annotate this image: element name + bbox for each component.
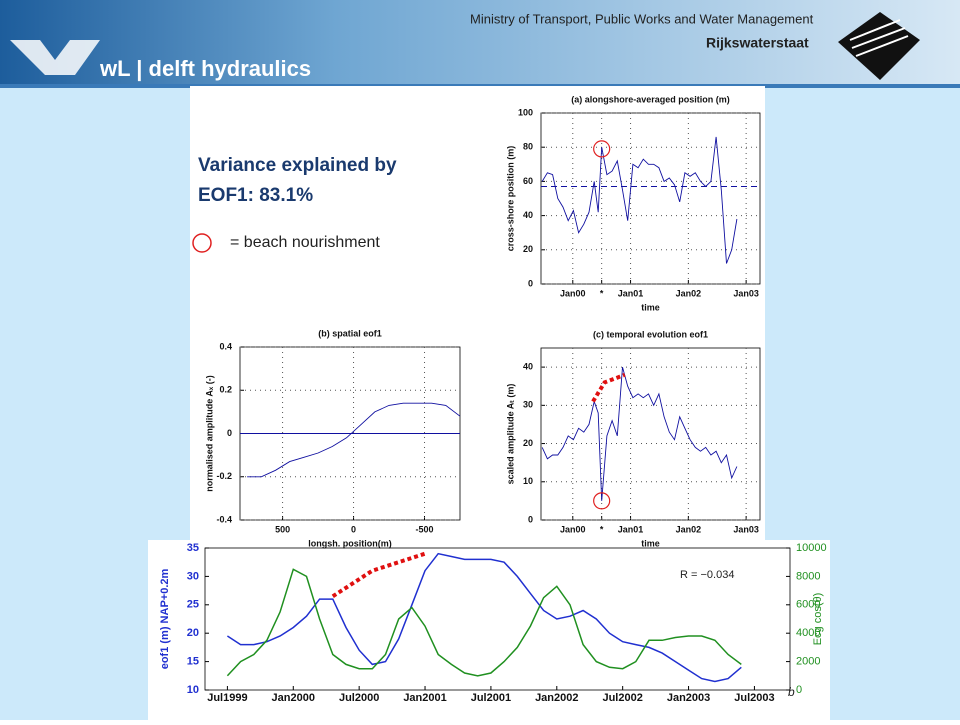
- y-axis-label: eof1 (m) NAP+0.2m: [159, 569, 171, 670]
- header-band: [0, 0, 960, 86]
- y-tick-label: 40: [523, 361, 533, 371]
- y2-tick-label: 2000: [796, 656, 820, 668]
- y-tick-label: 10: [523, 476, 533, 486]
- plot-frame: [540, 347, 761, 521]
- y-tick-label: 0: [528, 514, 533, 524]
- variance-text: Variance explained by: [198, 155, 397, 176]
- trend-line: [591, 372, 626, 403]
- series-line: [541, 366, 738, 501]
- y-tick-label: 20: [523, 244, 533, 254]
- y-tick-label: 0.2: [219, 385, 232, 395]
- y-tick-label: 30: [523, 400, 533, 410]
- y2-tick-label: 6000: [796, 599, 820, 611]
- y2-axis-label: Ecg cos(θ): [812, 593, 824, 646]
- logo-text: wL | delft hydraulics: [99, 56, 311, 81]
- x-tick-label: Jan02: [676, 524, 702, 534]
- y-tick-label: 60: [523, 176, 533, 186]
- x-axis-label: time: [641, 302, 660, 312]
- y-tick-label: 20: [187, 627, 199, 639]
- x-tick-label: Jan2003: [667, 692, 710, 704]
- x-tick-label: Jan00: [560, 524, 586, 534]
- x-tick-label: Jan01: [618, 524, 644, 534]
- y-tick-label: 0: [528, 278, 533, 288]
- x-axis-label: longsh. position(m): [308, 538, 392, 548]
- y2-tick-label: 8000: [796, 570, 820, 582]
- nourishment-marker: [593, 492, 611, 510]
- x-axis-label: time: [641, 538, 660, 548]
- x-tick-label: Jul2002: [602, 692, 642, 704]
- chart-title: (b) spatial eof1: [318, 328, 382, 338]
- y-tick-label: 10: [187, 684, 199, 696]
- y-tick-label: -0.2: [216, 471, 232, 481]
- logo: [10, 40, 100, 75]
- x-tick-label: Jan00: [560, 288, 586, 298]
- y2-tick-label: 0: [796, 684, 802, 696]
- x-tick-label: Jul2000: [339, 692, 379, 704]
- y-tick-label: 40: [523, 210, 533, 220]
- panel: [190, 86, 765, 542]
- y-tick-label: 25: [187, 599, 199, 611]
- plot-frame: [204, 547, 791, 691]
- x-tick-label: *: [600, 524, 604, 534]
- x-tick-label: 500: [275, 524, 290, 534]
- x-tick-label: Jan2000: [272, 692, 315, 704]
- x-tick-label: 0: [351, 524, 356, 534]
- y-tick-label: 15: [187, 656, 199, 668]
- x-tick-label: Jan2001: [403, 692, 446, 704]
- x-tick-label: Jan03: [733, 288, 759, 298]
- nourishment-marker: [593, 140, 611, 158]
- panel-letter: b: [788, 685, 795, 699]
- y-axis-label: normalised amplitude Aₓ (-): [204, 375, 214, 491]
- chart-title: (c) temporal evolution eof1: [593, 329, 708, 339]
- trend-line: [331, 551, 426, 598]
- x-tick-label: -500: [416, 524, 434, 534]
- legend-circle: [192, 233, 212, 253]
- series-line: [226, 552, 742, 683]
- y-tick-label: 30: [187, 570, 199, 582]
- y-tick-label: 0: [227, 428, 232, 438]
- x-tick-label: Jan01: [618, 288, 644, 298]
- x-tick-label: Jan03: [733, 524, 759, 534]
- y2-tick-label: 4000: [796, 627, 820, 639]
- y-tick-label: 80: [523, 142, 533, 152]
- x-tick-label: Jul2001: [471, 692, 511, 704]
- agency-logo: [838, 12, 920, 80]
- x-tick-label: Jan02: [676, 288, 702, 298]
- legend-text: = beach nourishment: [230, 234, 380, 251]
- y-tick-label: 20: [523, 438, 533, 448]
- x-tick-label: Jul2003: [734, 692, 774, 704]
- y-axis-label: scaled amplitude Aₜ (m): [505, 384, 515, 485]
- y-tick-label: 35: [187, 542, 199, 554]
- x-tick-label: Jul1999: [207, 692, 247, 704]
- agency: Rijkswaterstaat: [706, 35, 809, 51]
- ministry: Ministry of Transport, Public Works and …: [470, 11, 814, 26]
- y-tick-label: 100: [518, 107, 533, 117]
- chart-title: (a) alongshore-averaged position (m): [571, 94, 730, 104]
- correlation: R = −0.034: [680, 569, 734, 581]
- variance-text: EOF1: 83.1%: [198, 185, 313, 206]
- plot-frame: [540, 112, 761, 285]
- y2-tick-label: 10000: [796, 542, 827, 554]
- series-line: [247, 402, 461, 478]
- y-axis-label: cross-shore position (m): [505, 146, 515, 252]
- series-line: [541, 136, 738, 264]
- y-tick-label: -0.4: [216, 514, 232, 524]
- y-tick-label: 0.4: [219, 341, 232, 351]
- x-tick-label: Jan2002: [535, 692, 578, 704]
- x-tick-label: *: [600, 288, 604, 298]
- series-line: [226, 568, 742, 677]
